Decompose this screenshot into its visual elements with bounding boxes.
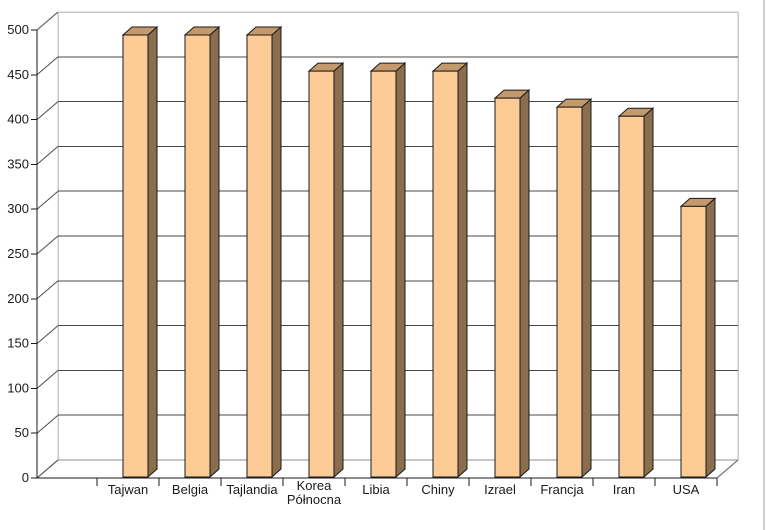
y-axis-label-100: 100 xyxy=(7,380,29,395)
y-tick-depth-100 xyxy=(36,370,59,389)
y-axis-label-450: 450 xyxy=(7,67,29,82)
bar-side-tajlandia xyxy=(271,25,282,479)
x-axis-label-libia: Libia xyxy=(362,482,390,497)
bar-side-francja xyxy=(581,98,592,479)
bar-front-izrael xyxy=(494,97,521,478)
bar-izrael xyxy=(493,89,531,479)
y-axis-label-200: 200 xyxy=(7,291,29,306)
bar-front-korea-północna xyxy=(308,70,335,478)
bar-usa xyxy=(679,197,717,479)
y-tick-depth-500 xyxy=(36,11,59,31)
bar-front-tajlandia xyxy=(246,34,273,478)
x-axis-label-iran: Iran xyxy=(613,482,635,497)
y-tick-depth-300 xyxy=(36,190,59,210)
bar-tajwan xyxy=(121,25,159,479)
bar-side-izrael xyxy=(519,89,530,479)
y-axis-label-400: 400 xyxy=(7,112,29,127)
bar-tajlandia xyxy=(245,25,283,479)
y-axis-label-0: 0 xyxy=(22,470,29,485)
x-axis-label-korea-północna-line1: Korea xyxy=(297,478,332,493)
x-axis-label-usa: USA xyxy=(673,482,700,497)
y-tick-depth-0 xyxy=(36,459,59,479)
bar-front-francja xyxy=(556,106,583,478)
bar-front-libia xyxy=(370,70,397,478)
y-tick-depth-150 xyxy=(36,325,59,344)
bar-side-chiny xyxy=(457,61,468,479)
bar-francja xyxy=(555,98,593,479)
bar-chiny xyxy=(431,61,469,479)
bar-side-korea-północna xyxy=(333,61,344,479)
y-axis-label-250: 250 xyxy=(7,246,29,261)
bar-front-belgia xyxy=(184,34,211,478)
floor-right-edge xyxy=(716,459,739,479)
bar-front-tajwan xyxy=(122,34,149,478)
bar-side-libia xyxy=(395,61,406,479)
x-axis-label-korea-północna-line2: Północna xyxy=(287,492,342,507)
bar-front-iran xyxy=(618,115,645,478)
bar-korea-północna xyxy=(307,61,345,479)
y-axis-label-300: 300 xyxy=(7,201,29,216)
bar-side-usa xyxy=(705,197,716,479)
bar-side-iran xyxy=(643,107,654,479)
bar-side-belgia xyxy=(209,25,220,479)
bar-front-chiny xyxy=(432,70,459,478)
y-axis-label-350: 350 xyxy=(7,156,29,171)
y-tick-depth-250 xyxy=(36,235,59,255)
y-axis-label-50: 50 xyxy=(15,425,29,440)
x-axis-label-tajwan: Tajwan xyxy=(108,482,148,497)
y-axis-label-150: 150 xyxy=(7,336,29,351)
y-tick-depth-200 xyxy=(36,280,59,300)
x-axis-label-belgia: Belgia xyxy=(172,482,209,497)
x-axis-label-izrael: Izrael xyxy=(484,482,516,497)
y-tick-depth-450 xyxy=(36,56,59,76)
y-tick-depth-400 xyxy=(36,101,59,120)
bar-iran xyxy=(617,107,655,479)
x-axis-label-chiny: Chiny xyxy=(421,482,455,497)
bar-belgia xyxy=(183,25,221,479)
y-tick-depth-50 xyxy=(36,414,59,434)
y-tick-depth-350 xyxy=(36,146,59,165)
y-axis-label-500: 500 xyxy=(7,22,29,37)
x-axis-label-francja: Francja xyxy=(540,482,584,497)
bar-front-usa xyxy=(680,205,707,478)
bar-side-tajwan xyxy=(147,25,158,479)
bar-libia xyxy=(369,61,407,479)
x-axis-label-tajlandia: Tajlandia xyxy=(226,482,278,497)
